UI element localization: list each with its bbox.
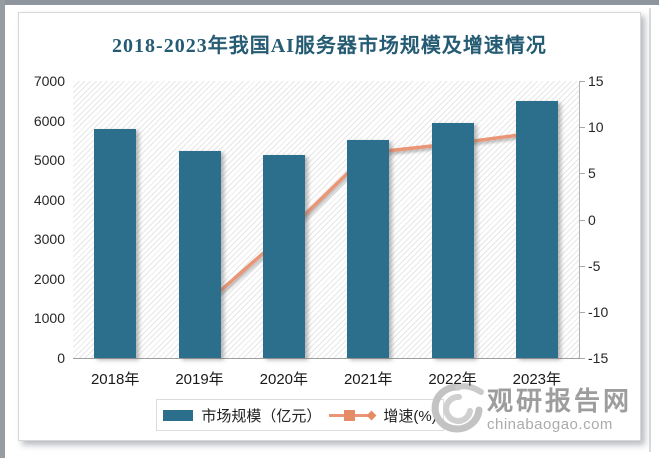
right-axis-tick-label: 10 bbox=[588, 119, 604, 136]
page-right-edge bbox=[649, 8, 651, 452]
market-scale-bar bbox=[347, 140, 390, 358]
x-axis-category-label: 2021年 bbox=[343, 371, 393, 388]
market-scale-bar bbox=[431, 122, 474, 358]
right-axis-tick-mark bbox=[579, 173, 585, 175]
right-axis-tick-label: 0 bbox=[588, 211, 596, 228]
right-axis-tick-label: -10 bbox=[588, 303, 609, 320]
left-axis-tick-label: 6000 bbox=[33, 112, 65, 129]
right-axis-tick-mark bbox=[579, 358, 585, 359]
chart-title: 2018-2023年我国AI服务器市场规模及增速情况 bbox=[112, 35, 547, 57]
legend: 市场规模（亿元） 增速(%) bbox=[156, 399, 444, 431]
x-axis-category-label: 2019年 bbox=[175, 371, 224, 388]
legend-line-square-marker-icon bbox=[344, 409, 356, 421]
right-axis-tick-mark bbox=[579, 311, 585, 313]
plot-area bbox=[73, 81, 580, 359]
left-axis-tick-label: 0 bbox=[57, 350, 65, 366]
x-axis-category-label: 2020年 bbox=[259, 371, 309, 388]
legend-bar-label: 市场规模（亿元） bbox=[201, 407, 322, 425]
watermark-url: chinabaogao.com bbox=[486, 415, 613, 433]
right-axis-tick-mark bbox=[579, 127, 585, 129]
x-axis-category-label: 2022年 bbox=[428, 371, 477, 388]
legend-line-swatch-icon bbox=[329, 409, 377, 421]
left-axis-tick-label: 5000 bbox=[33, 152, 65, 169]
page-left-edge bbox=[0, 0, 5, 458]
market-scale-bar bbox=[178, 151, 221, 358]
left-axis-tick-label: 7000 bbox=[33, 73, 65, 89]
left-axis-tick-label: 4000 bbox=[33, 191, 65, 208]
market-scale-bar bbox=[515, 100, 558, 358]
left-axis-tick-label: 2000 bbox=[33, 270, 65, 287]
left-axis-tick-label: 1000 bbox=[33, 310, 65, 327]
legend-line-label: 增速(%) bbox=[383, 407, 437, 425]
page-top-edge bbox=[0, 0, 659, 5]
right-axis-tick-mark bbox=[579, 265, 585, 267]
right-axis-tick-label: 5 bbox=[588, 165, 596, 182]
x-axis-category-label: 2023年 bbox=[512, 371, 562, 388]
market-scale-bar bbox=[262, 155, 305, 358]
legend-bar-swatch-icon bbox=[163, 409, 194, 421]
watermark-name: 观研报告网 bbox=[486, 385, 632, 416]
growth-line-chart bbox=[193, 126, 543, 316]
x-axis-category-label: 2018年 bbox=[90, 371, 140, 388]
chart-card: 2018-2023年我国AI服务器市场规模及增速情况 市场规模（亿元） 增速(%… bbox=[18, 12, 641, 441]
right-axis-tick-mark bbox=[579, 81, 585, 82]
right-axis-tick-label: -5 bbox=[588, 257, 601, 274]
right-axis-tick-label: 15 bbox=[588, 73, 604, 89]
right-axis-tick-mark bbox=[579, 219, 585, 221]
watermark: 观研报告网 chinabaogao.com bbox=[425, 380, 632, 438]
watermark-swirl-logo-icon bbox=[431, 383, 484, 433]
right-axis-tick-label: -15 bbox=[588, 350, 609, 366]
market-scale-bar bbox=[94, 129, 137, 358]
left-axis-tick-label: 3000 bbox=[33, 231, 65, 248]
legend-line-diamond-cap-icon bbox=[366, 410, 377, 420]
